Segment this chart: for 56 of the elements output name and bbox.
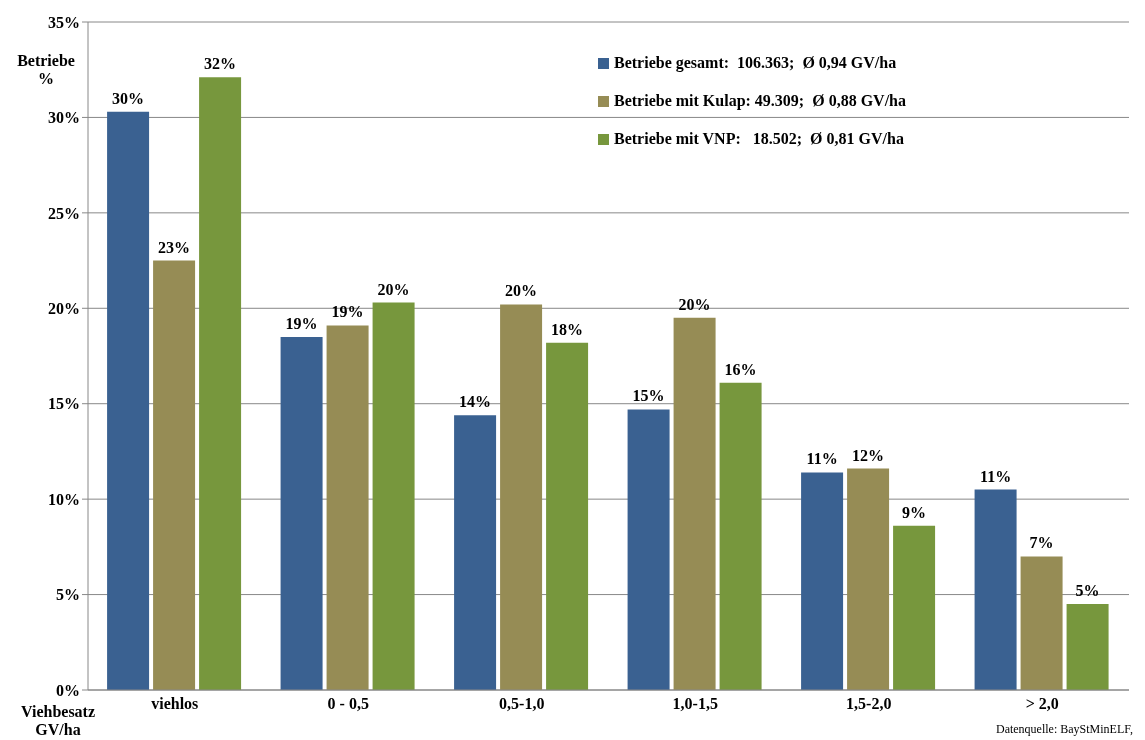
x-tick-label: 0 - 0,5 <box>327 695 369 713</box>
text: Datenquelle: BayStMinELF, <box>995 722 1133 737</box>
bar <box>199 77 242 690</box>
bar <box>372 302 415 690</box>
legend-label: Betriebe mit VNP: 18.502; Ø 0,81 GV/ha <box>614 130 904 148</box>
data-label: 18% <box>551 320 584 338</box>
x-tick-label: > 2,0 <box>1025 695 1059 713</box>
bar <box>280 336 323 690</box>
y-tick-label: 35% <box>48 13 80 31</box>
x-tick-label: 1,0-1,5 <box>672 695 718 713</box>
y-tick-label: 20% <box>48 299 80 317</box>
bar <box>500 304 543 690</box>
bar <box>546 342 589 690</box>
y-tick-label: 15% <box>48 395 80 413</box>
legend-label: Betriebe mit Kulap: 49.309; Ø 0,88 GV/ha <box>614 92 906 110</box>
data-label: 20% <box>678 295 711 313</box>
data-label: 15% <box>632 387 665 405</box>
y-tick-label: 5% <box>56 586 80 604</box>
data-label: 19% <box>331 303 364 321</box>
y-tick-label: 25% <box>48 204 80 222</box>
y-axis-title: Betriebe % <box>16 52 76 88</box>
data-label: 5% <box>1075 582 1100 600</box>
bar <box>153 260 196 690</box>
bar <box>107 111 150 690</box>
data-label: 9% <box>902 503 927 521</box>
data-label: 20% <box>505 282 538 300</box>
bar <box>627 409 670 690</box>
bar <box>326 325 369 690</box>
data-label: 7% <box>1029 534 1054 552</box>
data-label: 32% <box>204 55 237 73</box>
bar <box>673 317 716 690</box>
data-label: 12% <box>852 446 885 464</box>
x-tick-label: 1,5-2,0 <box>846 695 892 713</box>
bar <box>974 489 1017 690</box>
x-tick-label: viehlos <box>151 695 199 713</box>
bar <box>847 468 890 690</box>
y-tick-label: 30% <box>48 109 80 127</box>
data-label: 14% <box>459 393 492 411</box>
data-label: 11% <box>806 450 838 468</box>
data-label: 20% <box>377 280 410 298</box>
x-axis-title: Viehbesatz GV/ha <box>19 703 97 739</box>
bar <box>454 415 497 690</box>
y-tick-label: 10% <box>48 490 80 508</box>
bar <box>1020 556 1063 690</box>
legend-label: Betriebe gesamt: 106.363; Ø 0,94 GV/ha <box>614 54 897 72</box>
bar <box>1066 604 1109 690</box>
bar <box>719 382 762 690</box>
data-label: 23% <box>158 238 191 256</box>
data-label: 11% <box>980 467 1012 485</box>
y-tick-label: 0% <box>56 681 80 699</box>
bar <box>801 472 844 690</box>
data-label: 30% <box>112 89 145 107</box>
data-label: 19% <box>285 314 318 332</box>
x-tick-label: 0,5-1,0 <box>499 695 545 713</box>
bar <box>893 525 936 690</box>
data-label: 16% <box>724 360 757 378</box>
